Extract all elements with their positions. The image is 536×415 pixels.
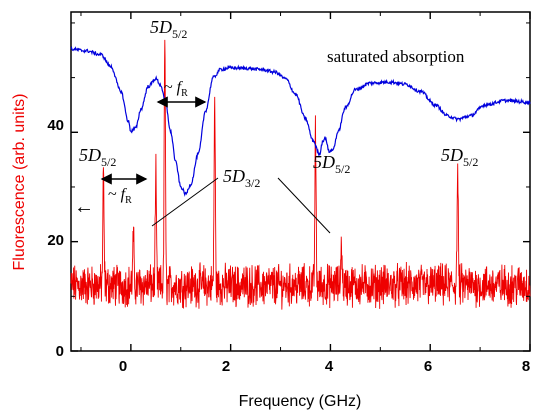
y-tick-label: 20 — [47, 232, 64, 249]
peak-label-5d52: 5D5/2 — [79, 145, 116, 169]
x-tick-label: 2 — [222, 358, 230, 375]
peak-label-5d32: 5D3/2 — [223, 166, 260, 190]
x-tick-label: 4 — [325, 358, 334, 375]
fluorescence-series-line — [70, 39, 531, 310]
fr-sub: R — [125, 195, 132, 206]
fr-prefix: ~ — [108, 186, 121, 203]
series-layer — [70, 39, 531, 310]
peak-label-sub: 5/2 — [335, 162, 350, 176]
x-tick-label: 0 — [119, 358, 127, 375]
tick-layer — [71, 12, 531, 352]
pointer-line-5d32-left — [151, 177, 219, 227]
y-axis-title: Fluorescence (arb. units) — [11, 94, 28, 271]
fr-main: f — [177, 79, 184, 96]
fr-sub: R — [181, 88, 188, 99]
y-tick-label: 40 — [47, 117, 64, 134]
peak-label-5d52: 5D5/2 — [441, 145, 478, 169]
y-tick-label: 0 — [56, 343, 64, 360]
fr-label-upper: ~ fR — [164, 79, 188, 99]
peak-label-sub: 3/2 — [245, 176, 260, 190]
x-tick-label: 8 — [522, 358, 530, 375]
peak-label-sub: 5/2 — [463, 155, 478, 169]
x-tick-label: 6 — [424, 358, 432, 375]
saturated-absorption-series-line — [70, 46, 531, 197]
peak-label-main: 5D — [150, 17, 172, 37]
fr-main: f — [121, 186, 128, 203]
peak-label-sub: 5/2 — [172, 27, 187, 41]
saturated-absorption-label: saturated absorption — [327, 47, 465, 66]
peak-label-main: 5D — [79, 145, 101, 165]
peak-label-main: 5D — [223, 166, 245, 186]
peak-label-sub: 5/2 — [101, 155, 116, 169]
peak-label-main: 5D — [313, 152, 335, 172]
peak-label-5d52: 5D5/2 — [313, 152, 350, 176]
fr-prefix: ~ — [164, 79, 177, 96]
left-arrow-icon: ← — [74, 196, 94, 218]
fr-label-lower: ~ fR — [108, 186, 132, 206]
x-axis-title: Frequency (GHz) — [239, 393, 362, 410]
peak-label-main: 5D — [441, 145, 463, 165]
pointer-line-5d32-right — [277, 177, 331, 234]
peak-label-5d52: 5D5/2 — [150, 17, 187, 41]
plot-frame — [70, 11, 531, 352]
